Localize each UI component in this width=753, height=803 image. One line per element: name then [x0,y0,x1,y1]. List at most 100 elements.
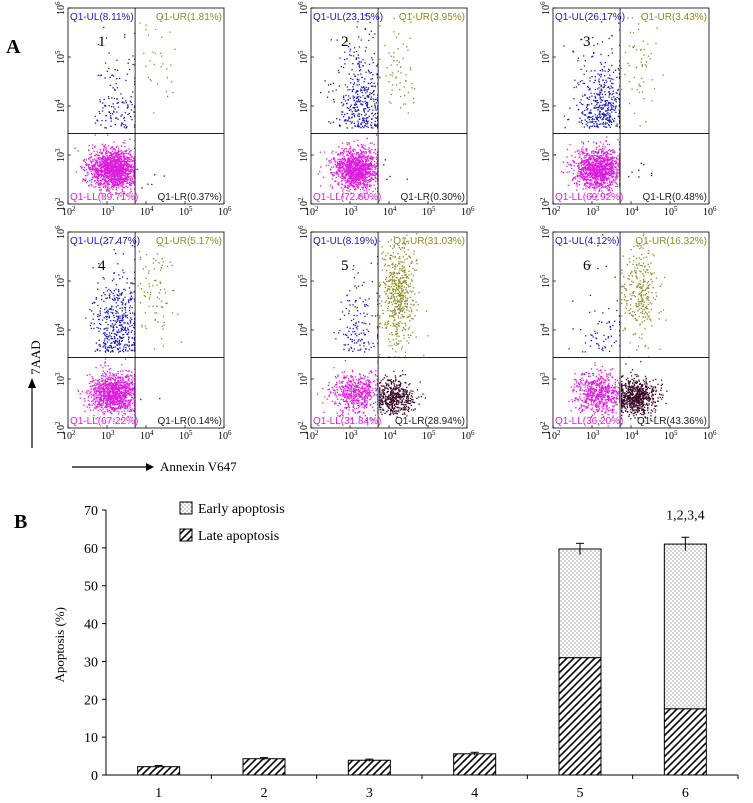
x-axis-arrow [72,463,154,471]
sample-number: 6 [583,258,591,274]
flow-plot-2: Q1-UL(23.15%) Q1-UR(3.95%) Q1-LL(72.60%) Q1… [297,1,475,218]
y-tick-label: 103 [539,148,552,162]
y-axis-arrow [28,378,36,448]
event-dots [554,15,664,201]
x-tick-label: 4 [471,786,478,801]
error-bar-2 [260,757,268,760]
legend-swatch [179,501,193,515]
quadrant-ul-label: Q1-UL(23.15%) [313,12,383,23]
y-tick-label: 105 [54,50,67,64]
flow-plot-4: Q1-UL(27.47%) Q1-UR(5.17%) Q1-LL(67.22%) Q1… [54,225,232,442]
bar-late-1 [137,766,181,776]
quadrant-ur-label: Q1-UR(3.95%) [399,12,465,23]
x-tick-label: 106 [461,205,475,218]
y-tick-label: 103 [297,372,310,386]
y-tick-label: 106 [54,1,67,15]
quadrant-lr-label: Q1-LR(0.14%) [158,416,222,427]
x-tick-label: 1 [155,786,162,801]
y-tick-label: 104 [54,323,67,337]
y-tick-label: 106 [297,225,310,239]
x-tick-label: 105 [179,205,193,218]
bar-late-2 [242,758,286,776]
x-tick-label: 106 [218,205,232,218]
y-tick-label: 102 [54,197,67,211]
bar-late-5 [558,657,602,776]
x-tick-label: 3 [366,786,373,801]
event-dots [317,233,429,426]
quadrant-ul-label: Q1-UL(8.11%) [70,12,134,23]
quadrant-ll-label: Q1-LL(67.22%) [70,416,138,427]
sample-number: 1 [98,34,106,50]
quadrant-ur-label: Q1-UR(16.32%) [635,236,707,247]
x-tick-label: 104 [140,429,154,442]
x-tick-label: 104 [625,429,639,442]
flow-plot-6: Q1-UL(4.12%) Q1-UR(16.32%) Q1-LL(36.20%) Q1… [539,225,717,442]
x-tick-label: 104 [625,205,639,218]
y-tick-label: 60 [84,542,98,557]
y-tick-label: 106 [539,225,552,239]
x-tick-label: 2 [261,786,268,801]
y-tick-label: 103 [54,372,67,386]
x-axis-title: Annexin V647 [160,459,237,474]
y-tick-label: 105 [539,50,552,64]
y-tick-label: 103 [54,148,67,162]
y-tick-label: 105 [297,274,310,288]
y-tick-label: 50 [84,580,98,595]
y-tick-label: 104 [539,99,552,113]
quadrant-ll-label: Q1-LL(89.71%) [70,192,138,203]
quadrant-ul-label: Q1-UL(4.12%) [555,236,619,247]
bar-late-3 [347,759,391,776]
x-tick-label: 105 [179,429,193,442]
panel-b-label: B [14,511,27,533]
x-tick-label: 106 [703,429,717,442]
bar-chart: 0 10 20 30 40 50 60 70 Apoptosis (%) 1 2 3 4 5 6 1,2,3,… [52,501,739,801]
event-dots [77,238,182,424]
y-tick-label: 103 [539,372,552,386]
y-tick-label: 104 [54,99,67,113]
y-tick-label: 102 [297,197,310,211]
x-tick-label: 103 [344,429,358,442]
y-tick-label: 103 [297,148,310,162]
x-tick-label: 106 [218,429,232,442]
x-tick-label: 106 [461,429,475,442]
x-tick-label: 105 [422,205,436,218]
bar-late-4 [453,753,497,776]
y-tick-label: 102 [297,421,310,435]
y-tick-label: 106 [297,1,310,15]
quadrant-lr-label: Q1-LR(0.30%) [401,192,465,203]
x-tick-label: 105 [422,429,436,442]
sample-number: 5 [341,258,349,274]
quadrant-ur-label: Q1-UR(31.03%) [393,236,465,247]
quadrant-ll-label: Q1-LL(69.92%) [555,192,623,203]
error-bar-1 [154,765,163,768]
legend: Early apoptosis Late apoptosis [179,501,285,544]
quadrant-ur-label: Q1-UR(5.17%) [156,236,222,247]
quadrant-lr-label: Q1-LR(0.37%) [158,192,222,203]
sample-number: 2 [341,34,349,50]
x-tick-label: 104 [140,205,154,218]
x-tick-label: 6 [682,786,689,801]
error-bar-5 [576,542,584,555]
x-tick-label: 104 [383,205,397,218]
y-tick-label: 30 [84,655,98,670]
y-tick-label: 40 [84,618,98,633]
y-tick-label: 10 [84,731,98,746]
quadrant-lr-label: Q1-LR(0.48%) [643,192,707,203]
y-tick-label: 104 [297,99,310,113]
y-axis-title-b: Apoptosis (%) [52,607,67,682]
flow-plot-1: Q1-UL(8.11%) Q1-UR(1.81%) Q1-LL(89.71%) Q1-… [54,1,232,218]
quadrant-ul-label: Q1-UL(8.19%) [313,236,377,247]
legend-swatch [179,528,193,542]
plot-frame [67,231,225,429]
event-dots [568,233,668,427]
y-tick-label: 102 [539,421,552,435]
x-tick-label: 104 [383,429,397,442]
y-tick-label: 0 [91,769,98,784]
y-tick-label: 106 [54,225,67,239]
flow-plot-3: Q1-UL(26.17%) Q1-UR(3.43%) Q1-LL(69.92%) Q1… [539,1,717,218]
y-tick-label: 105 [297,50,310,64]
x-tick-label: 103 [344,205,358,218]
x-tick-label: 103 [101,205,115,218]
quadrant-ul-label: Q1-UL(27.47%) [70,236,140,247]
x-tick-label: 105 [664,429,678,442]
